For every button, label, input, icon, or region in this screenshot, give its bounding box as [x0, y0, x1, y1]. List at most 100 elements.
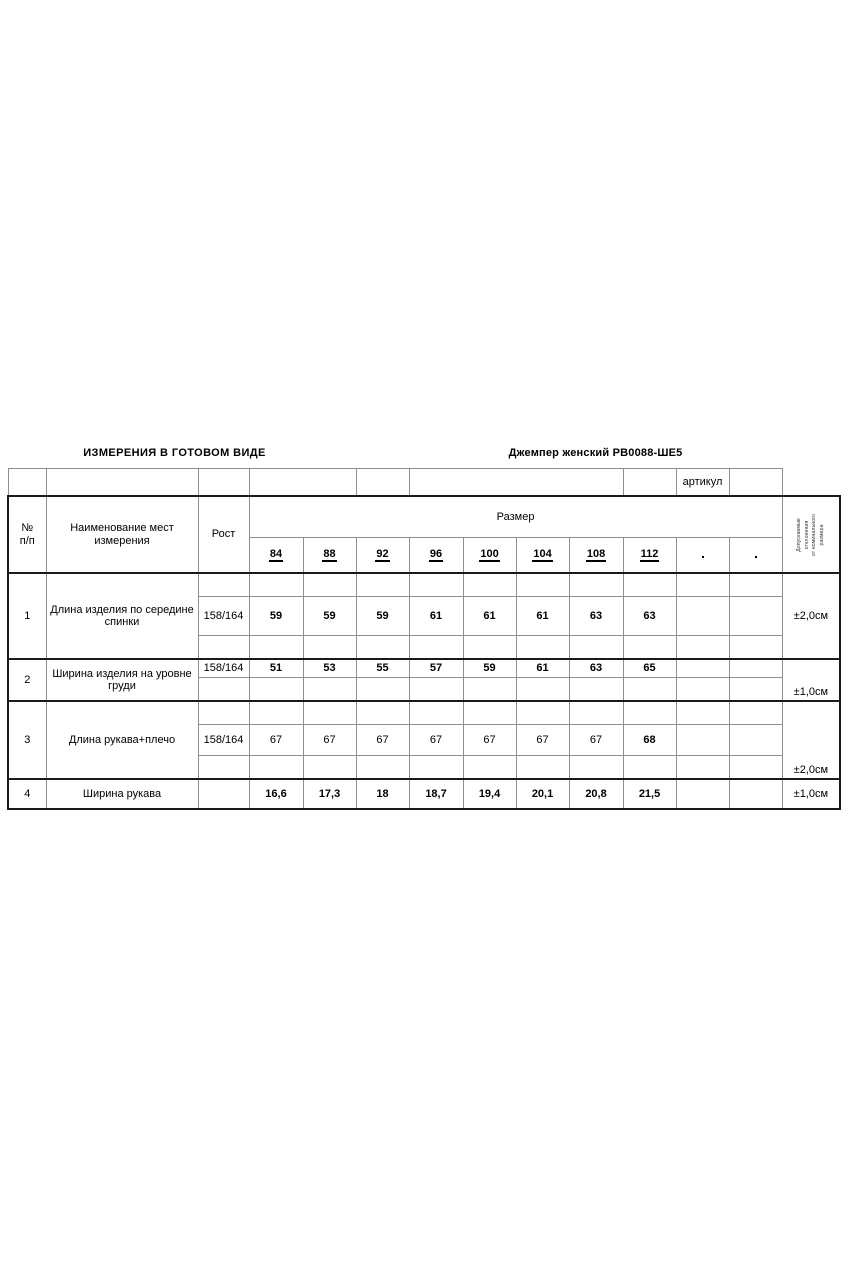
spacer-left	[0, 677, 8, 701]
article-cell-7	[622, 467, 677, 497]
row-1-cell-pad-108	[568, 572, 624, 597]
spacer-right	[782, 438, 841, 468]
row-3-value-b1	[675, 724, 730, 756]
spacer-right	[840, 596, 848, 636]
row-4-height	[197, 778, 250, 810]
spacer-left	[0, 724, 8, 756]
row-4-values: 4 Ширина рукава 16,6 17,3 18 18,7 19,4 2…	[0, 778, 848, 810]
row-2-values: 2 Ширина изделия на уровне груди 158/164…	[0, 658, 848, 702]
row-4-value-84: 16,6	[248, 778, 304, 810]
size-header-112: 112	[622, 537, 677, 574]
measurements-table: ИЗМЕРЕНИЯ В ГОТОВОМ ВИДЕ Джемпер женский…	[0, 438, 848, 810]
spacer-left	[0, 635, 8, 659]
spacer-right	[840, 537, 848, 573]
row-1-value-88: 59	[302, 596, 357, 636]
spacer-left	[0, 701, 8, 725]
row-3-cell-padb-88	[302, 755, 357, 780]
article-row: артикул	[0, 467, 848, 497]
row-3-value-100: 67	[462, 724, 517, 756]
row-1-value-b1	[675, 596, 730, 636]
row-2-value-104: 61	[515, 658, 570, 678]
row-3-value-96: 67	[408, 724, 464, 756]
row-1-cell-pad-96	[408, 572, 464, 597]
row-2-value-84: 51	[248, 658, 304, 678]
spacer-left	[0, 496, 8, 538]
row-3-height-pad-bot	[197, 755, 250, 780]
row-1-value-112: 63	[622, 596, 677, 636]
row-2-cell-padb-84	[248, 677, 304, 702]
row-2-value-108: 63	[568, 658, 624, 678]
row-3-value-92: 67	[355, 724, 410, 756]
row-1-cell-padb-88	[302, 635, 357, 660]
spacer-left	[0, 659, 8, 678]
row-2-value-92: 55	[355, 658, 410, 678]
spacer-right	[840, 635, 848, 659]
row-2-height-pad-bot	[197, 677, 250, 702]
row-4-value-92: 18	[355, 778, 410, 810]
row-3-cell-padb-96	[408, 755, 464, 780]
row-1-value-100: 61	[462, 596, 517, 636]
row-3-cell-pad-b1	[675, 700, 730, 725]
row-2-value-96: 57	[408, 658, 464, 678]
measurement-spec-sheet: ИЗМЕРЕНИЯ В ГОТОВОМ ВИДЕ Джемпер женский…	[0, 438, 848, 810]
row-2-cell-padb-b2	[728, 677, 783, 702]
row-3-cell-pad-84	[248, 700, 304, 725]
row-2-value-88: 53	[302, 658, 357, 678]
row-3-cell-padb-100	[462, 755, 517, 780]
row-1-cell-pad-84	[248, 572, 304, 597]
row-2-cell-padb-88	[302, 677, 357, 702]
row-1-cell-padb-b1	[675, 635, 730, 660]
row-1-index: 1	[7, 572, 47, 660]
row-2-cell-padb-96	[408, 677, 464, 702]
tolerance-line3: от номинального	[810, 513, 817, 556]
article-cell-2	[45, 467, 199, 497]
spacer-right	[840, 779, 848, 809]
row-2-cell-padb-108	[568, 677, 624, 702]
row-3-height-pad-top	[197, 700, 250, 725]
size-header-96: 96	[408, 537, 464, 574]
row-4-value-96: 18,7	[408, 778, 464, 810]
row-3-index: 3	[7, 700, 47, 780]
size-header-92: 92	[355, 537, 410, 574]
row-4-value-108: 20,8	[568, 778, 624, 810]
row-1-value-108: 63	[568, 596, 624, 636]
spacer-left	[0, 573, 8, 597]
row-1-cell-padb-104	[515, 635, 570, 660]
row-3-pad-bottom	[0, 755, 848, 780]
row-1-height: 158/164	[197, 596, 250, 636]
row-3-cell-pad-104	[515, 700, 570, 725]
row-2-cell-padb-104	[515, 677, 570, 702]
row-2-cell-padb-112	[622, 677, 677, 702]
row-4-value-100: 19,4	[462, 778, 517, 810]
size-header-blank-2	[728, 537, 783, 574]
row-1-cell-pad-100	[462, 572, 517, 597]
row-3-cell-pad-112	[622, 700, 677, 725]
row-1-cell-padb-100	[462, 635, 517, 660]
row-1-cell-padb-b2	[728, 635, 783, 660]
header-index-line1: №	[21, 522, 34, 535]
spacer-right	[840, 701, 848, 725]
row-3-cell-padb-84	[248, 755, 304, 780]
spacer-left	[0, 596, 8, 636]
row-3-cell-padb-112	[622, 755, 677, 780]
header-row-top: № п/п Наименование мест измерения Рост Р…	[0, 495, 848, 574]
product-title: Джемпер женский РВ0088-ШЕ5	[409, 438, 783, 469]
row-1-cell-pad-104	[515, 572, 570, 597]
row-1-cell-padb-96	[408, 635, 464, 660]
row-3-cell-padb-b2	[728, 755, 783, 780]
row-3-value-84: 67	[248, 724, 304, 756]
spacer-right	[782, 468, 841, 496]
size-header-108: 108	[568, 537, 624, 574]
size-header-104: 104	[515, 537, 570, 574]
size-header-84: 84	[248, 537, 304, 574]
spacer-left	[0, 779, 8, 809]
spacer-right	[840, 677, 848, 701]
row-2-value-b2	[728, 658, 783, 678]
row-1-cell-padb-84	[248, 635, 304, 660]
row-3-cell-pad-96	[408, 700, 464, 725]
article-cell-3	[197, 467, 250, 497]
header-measure-place: Наименование мест измерения	[45, 495, 199, 574]
row-1-value-96: 61	[408, 596, 464, 636]
tolerance-line4: размера	[818, 524, 825, 546]
row-1-value-92: 59	[355, 596, 410, 636]
